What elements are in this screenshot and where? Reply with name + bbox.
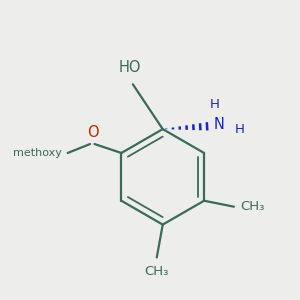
Text: HO: HO [119,60,141,75]
Text: H: H [210,98,220,111]
Text: CH₃: CH₃ [240,200,264,213]
Text: H: H [234,123,244,136]
Text: O: O [87,124,99,140]
Text: CH₃: CH₃ [145,265,169,278]
Text: N: N [214,117,225,132]
Text: methoxy: methoxy [13,148,62,158]
